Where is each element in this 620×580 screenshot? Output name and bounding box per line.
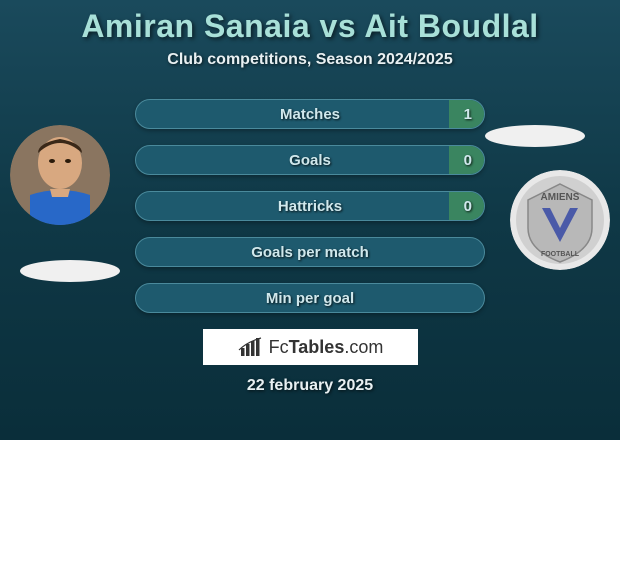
comparison-date: 22 february 2025 — [0, 377, 620, 395]
stat-row: Goals per match — [135, 237, 485, 267]
player-left-avatar — [10, 125, 110, 225]
player-portrait-icon — [10, 125, 110, 225]
stat-value-left: 0 — [464, 198, 472, 215]
fctables-logo: FcTables.com — [203, 329, 418, 365]
stat-rows-container: Matches 1 Goals 0 Hattricks 0 Goals per match M… — [135, 99, 485, 313]
club-badge-right — [485, 125, 585, 147]
comparison-title: Amiran Sanaia vs Ait Boudlal — [0, 8, 620, 45]
bar-chart-icon — [237, 336, 265, 358]
stat-row: Matches 1 — [135, 99, 485, 129]
stat-label: Goals per match — [251, 244, 369, 261]
logo-text: FcTables.com — [269, 337, 384, 358]
comparison-card: Amiran Sanaia vs Ait Boudlal Club compet… — [0, 0, 620, 440]
stat-value-left: 0 — [464, 152, 472, 169]
logo-prefix: Fc — [269, 337, 289, 357]
logo-suffix: .com — [344, 337, 383, 357]
stat-label: Min per goal — [266, 290, 354, 307]
stat-row: Goals 0 — [135, 145, 485, 175]
stat-label: Hattricks — [278, 198, 342, 215]
club-badge-left — [20, 260, 120, 282]
logo-main: Tables — [289, 337, 345, 357]
stat-label: Goals — [289, 152, 331, 169]
stat-label: Matches — [280, 106, 340, 123]
amiens-crest-icon: AMIENS FOOTBALL — [510, 170, 610, 270]
svg-text:AMIENS: AMIENS — [541, 192, 580, 203]
svg-text:FOOTBALL: FOOTBALL — [541, 251, 580, 258]
player-right-crest: AMIENS FOOTBALL — [510, 170, 610, 270]
stat-row: Hattricks 0 — [135, 191, 485, 221]
stat-value-left: 1 — [464, 106, 472, 123]
stat-row: Min per goal — [135, 283, 485, 313]
comparison-subtitle: Club competitions, Season 2024/2025 — [0, 51, 620, 69]
